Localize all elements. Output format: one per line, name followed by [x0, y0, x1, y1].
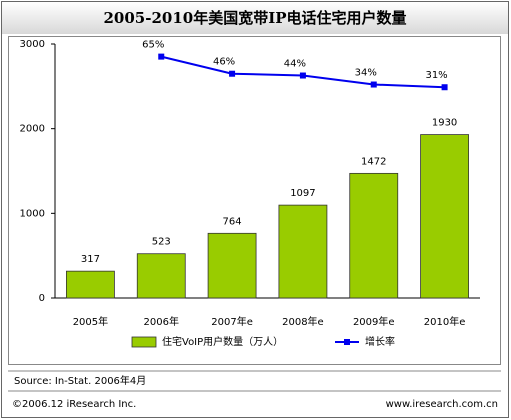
x-tick-label: 2006年: [144, 315, 179, 328]
data-label: 317: [81, 254, 100, 265]
bar: [207, 232, 257, 299]
line-marker: [158, 53, 165, 60]
bar: [349, 172, 399, 299]
legend-swatch: [131, 336, 157, 348]
copyright: ©2006.12 iResearch Inc.: [12, 399, 136, 410]
data-label: 764: [223, 216, 242, 227]
x-tick-label: 2010年e: [424, 315, 466, 328]
bar: [66, 270, 115, 299]
x-tick-label: 2009年e: [353, 315, 395, 328]
chart-title: 2005-2010年美国宽带IP电话住宅用户数量: [103, 9, 406, 27]
line-marker: [370, 81, 377, 88]
legend-label: 住宅VoIP用户数量（万人）: [162, 335, 283, 348]
legend-swatch: [344, 339, 350, 345]
x-tick-label: 2005年: [73, 315, 108, 328]
x-tick-label: 2008年e: [282, 315, 324, 328]
data-label: 34%: [355, 68, 377, 79]
bar: [278, 204, 328, 299]
x-tick-label: 2007年e: [211, 315, 253, 328]
data-label: 65%: [142, 40, 164, 51]
y-tick-label: 1000: [20, 208, 45, 219]
legend-label: 增长率: [365, 335, 395, 348]
data-label: 1930: [432, 118, 457, 129]
line-marker: [229, 70, 236, 77]
source: Source: In-Stat. 2006年4月: [14, 374, 146, 387]
y-tick-label: 3000: [20, 39, 45, 50]
y-tick-label: 0: [39, 293, 45, 304]
y-tick-label: 2000: [20, 124, 45, 135]
line-marker: [441, 84, 448, 91]
line-marker: [299, 72, 306, 79]
data-label: 31%: [425, 70, 447, 81]
data-label: 46%: [213, 57, 235, 68]
data-label: 1097: [290, 188, 315, 199]
data-label: 1472: [361, 156, 386, 167]
website: www.iresearch.com.cn: [386, 399, 498, 410]
data-label: 523: [152, 237, 171, 248]
plot-frame: [8, 36, 501, 365]
title-band: [2, 2, 508, 34]
bar: [136, 253, 186, 299]
data-label: 44%: [284, 59, 306, 70]
bar: [420, 134, 469, 299]
